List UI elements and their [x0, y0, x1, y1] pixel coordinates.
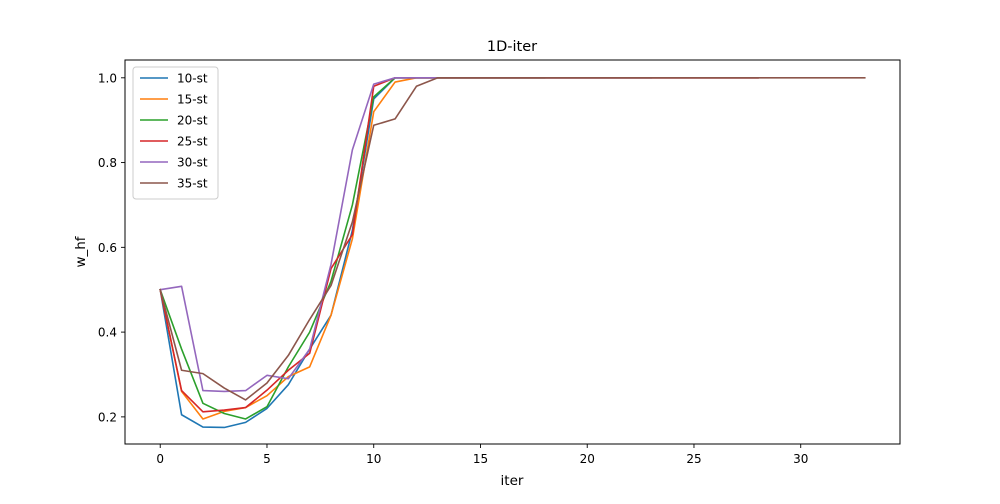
- chart-title: 1D-iter: [487, 39, 537, 55]
- y-tick-label: 1.0: [98, 71, 117, 85]
- x-tick-label: 5: [263, 452, 271, 466]
- legend-label-35-st: 35-st: [177, 177, 208, 191]
- legend-box: [132, 66, 219, 200]
- plot-area-frame: [124, 59, 901, 445]
- legend-label-20-st: 20-st: [177, 114, 208, 128]
- plot-lines: [159, 77, 866, 429]
- x-tick-label: 25: [686, 452, 701, 466]
- legend-label-25-st: 25-st: [177, 135, 208, 149]
- y-tick-label: 0.6: [98, 241, 117, 255]
- x-tick-label: 15: [473, 452, 488, 466]
- y-tick-label: 0.4: [98, 326, 117, 340]
- legend-label-30-st: 30-st: [177, 156, 208, 170]
- x-tick-label: 30: [793, 452, 808, 466]
- legend-label-10-st: 10-st: [177, 72, 208, 86]
- x-axis-label: iter: [501, 473, 524, 489]
- y-axis-label: w_hf: [73, 235, 89, 267]
- x-tick-label: 10: [366, 452, 381, 466]
- x-tick-label: 0: [156, 452, 164, 466]
- y-tick-label: 0.2: [98, 410, 117, 424]
- y-axis-ticks: 0.2 0.4 0.6 0.8 1.0: [98, 71, 125, 424]
- x-axis-ticks: 0 5 10 15 20 25 30: [156, 444, 808, 466]
- y-tick-label: 0.8: [98, 156, 117, 170]
- legend-label-15-st: 15-st: [177, 93, 208, 107]
- series-line-35-st: [159, 77, 866, 401]
- x-tick-label: 20: [580, 452, 595, 466]
- legend: 10-st 15-st 20-st 25-st 30-st 35-st: [132, 66, 219, 200]
